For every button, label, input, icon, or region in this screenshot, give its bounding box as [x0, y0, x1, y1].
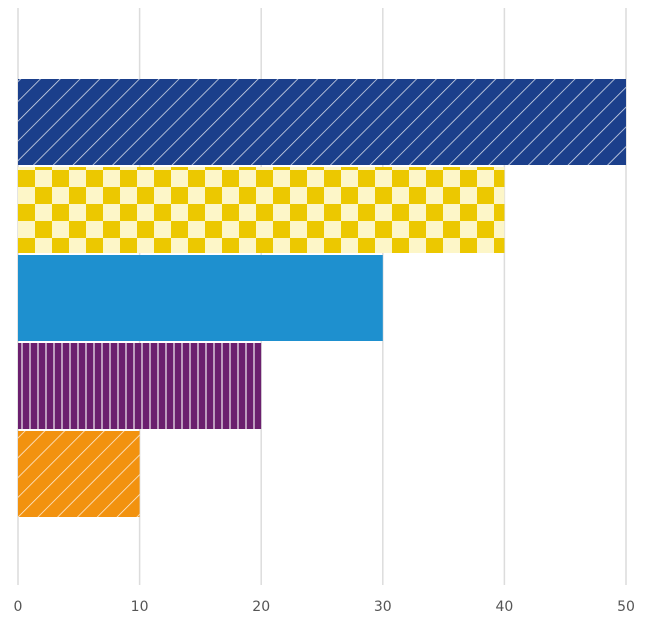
x-tick-label: 10 [131, 599, 149, 615]
x-tick-label: 30 [374, 599, 392, 615]
x-tick-label: 50 [617, 599, 635, 615]
bar [18, 79, 626, 165]
x-tick-label: 20 [252, 599, 270, 615]
bar [18, 255, 383, 341]
bar [18, 167, 505, 253]
bar [18, 431, 140, 517]
x-tick-label: 0 [14, 599, 23, 615]
x-tick-label: 40 [495, 599, 513, 615]
bar [18, 343, 262, 429]
